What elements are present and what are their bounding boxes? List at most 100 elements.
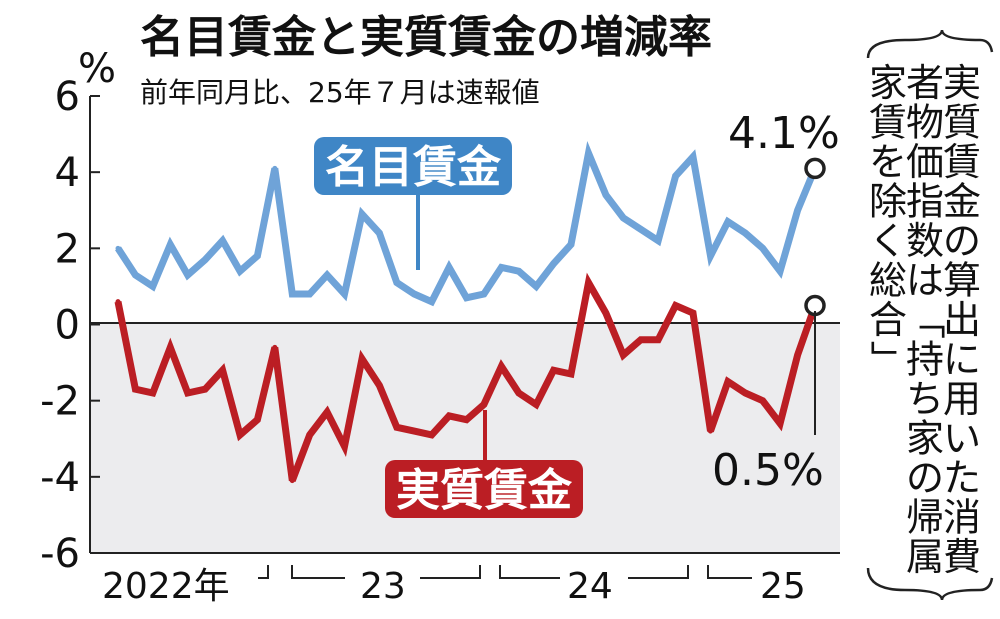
- real-wage-point-33: [690, 310, 696, 316]
- nominal-wage-point-9: [272, 165, 278, 171]
- y-tick-label: 4: [55, 150, 80, 196]
- side-note-char: の: [943, 219, 981, 263]
- side-note-char: に: [943, 338, 981, 382]
- side-note-char: く: [869, 219, 907, 263]
- real-wage-point-14: [359, 356, 365, 362]
- side-note-char: た: [943, 456, 981, 500]
- side-note-char: 家: [869, 61, 907, 105]
- side-note-char: 賃: [869, 101, 907, 145]
- nominal-wage-point-26: [568, 242, 574, 248]
- nominal-wage-point-18: [429, 299, 435, 305]
- side-note-char: 指: [906, 180, 944, 224]
- real-wage-point-4: [185, 390, 191, 396]
- nominal-wage-point-12: [324, 272, 330, 278]
- y-tick-label: -6: [40, 531, 80, 577]
- y-ticks: 6 4 2 0 -2 -4 -6: [40, 74, 100, 577]
- nominal-wage-point-22: [498, 264, 504, 270]
- nominal-wage-point-19: [446, 264, 452, 270]
- real-wage-point-24: [533, 401, 539, 407]
- nominal-wage-point-36: [742, 230, 748, 236]
- nominal-wage-point-39: [795, 207, 801, 213]
- real-wage-point-13: [342, 443, 348, 449]
- side-note-char: 質: [943, 101, 981, 145]
- real-wage-point-38: [777, 421, 783, 427]
- nominal-wage-point-0: [115, 245, 121, 251]
- real-wage-point-27: [585, 280, 591, 286]
- nominal-wage-point-31: [655, 238, 661, 244]
- real-end-label: 0.5%: [712, 445, 824, 496]
- real-wage-point-15: [376, 382, 382, 388]
- real-wage-point-23: [516, 390, 522, 396]
- chart-subtitle: 前年同月比、25年７月は速報値: [140, 76, 540, 109]
- real-wage-point-1: [132, 386, 138, 392]
- nominal-wage-point-23: [516, 268, 522, 274]
- nominal-wage-point-21: [481, 291, 487, 297]
- side-note-char: 金: [943, 180, 981, 224]
- real-wage-point-29: [620, 352, 626, 358]
- nominal-wage-point-38: [777, 268, 783, 274]
- real-wage-point-9: [272, 344, 278, 350]
- nominal-end-marker: [804, 157, 826, 180]
- real-wage-point-22: [498, 363, 504, 369]
- real-wage-point-39: [795, 352, 801, 358]
- real-wage-point-0: [115, 299, 121, 305]
- side-note-char: 合: [869, 298, 907, 342]
- nominal-wage-point-25: [551, 261, 557, 267]
- real-wage-point-21: [481, 401, 487, 407]
- real-wage-point-17: [411, 428, 417, 434]
- real-wage-point-7: [237, 432, 243, 438]
- side-note-char: 帰: [906, 496, 944, 540]
- nominal-wage-point-16: [394, 280, 400, 286]
- y-tick-label: -4: [40, 455, 80, 501]
- real-wage-point-26: [568, 371, 574, 377]
- real-wage-point-37: [760, 398, 766, 404]
- y-tick-label: 0: [55, 303, 80, 349]
- side-note-char: ち: [906, 377, 944, 421]
- real-wage-point-12: [324, 409, 330, 415]
- side-note-char: の: [906, 456, 944, 500]
- real-wage-point-30: [638, 337, 644, 343]
- negative-region-shade: [90, 323, 840, 553]
- side-note-char: を: [869, 140, 907, 184]
- nominal-wage-point-4: [185, 272, 191, 278]
- nominal-wage-point-3: [167, 242, 173, 248]
- side-note-char: 数: [906, 219, 944, 263]
- nominal-wage-point-2: [150, 283, 156, 289]
- side-note-bracket-top: [866, 29, 994, 59]
- nominal-wage-label: 名目賃金: [325, 142, 502, 193]
- nominal-wage-point-17: [411, 291, 417, 297]
- side-note-char: 用: [943, 377, 981, 421]
- nominal-wage-point-13: [342, 291, 348, 297]
- nominal-wage-point-14: [359, 211, 365, 217]
- y-axis-unit: %: [78, 46, 116, 92]
- real-wage-point-6: [220, 367, 226, 373]
- real-wage-point-5: [202, 386, 208, 392]
- nominal-wage-point-37: [760, 245, 766, 251]
- nominal-wage-point-10: [289, 291, 295, 297]
- side-note-char: 出: [943, 298, 981, 342]
- x-label-25: 25: [760, 566, 806, 607]
- side-note-char: 消: [943, 496, 981, 540]
- real-wage-point-25: [551, 367, 557, 373]
- nominal-wage-point-28: [603, 192, 609, 198]
- real-wage-point-11: [307, 432, 313, 438]
- nominal-wage-point-7: [237, 268, 243, 274]
- x-label-24: 24: [567, 566, 613, 607]
- side-note-char: 価: [906, 140, 944, 184]
- real-wage-point-10: [289, 478, 295, 484]
- side-note-char: は: [906, 259, 944, 303]
- series-layer: [114, 140, 819, 484]
- side-note-char: 家: [906, 417, 944, 461]
- side-note-bracket-bottom: [866, 567, 994, 601]
- side-note-char: 算: [943, 259, 981, 303]
- real-wage-badge: 実質賃金: [385, 410, 583, 518]
- nominal-wage-point-35: [725, 219, 731, 225]
- nominal-wage-point-15: [376, 230, 382, 236]
- nominal-wage-point-6: [220, 238, 226, 244]
- nominal-wage-point-33: [690, 154, 696, 160]
- real-wage-point-31: [655, 337, 661, 343]
- chart-title: 名目賃金と実質賃金の増減率: [140, 12, 712, 63]
- side-note-char: 費: [943, 535, 981, 579]
- nominal-end-label: 4.1%: [728, 108, 840, 159]
